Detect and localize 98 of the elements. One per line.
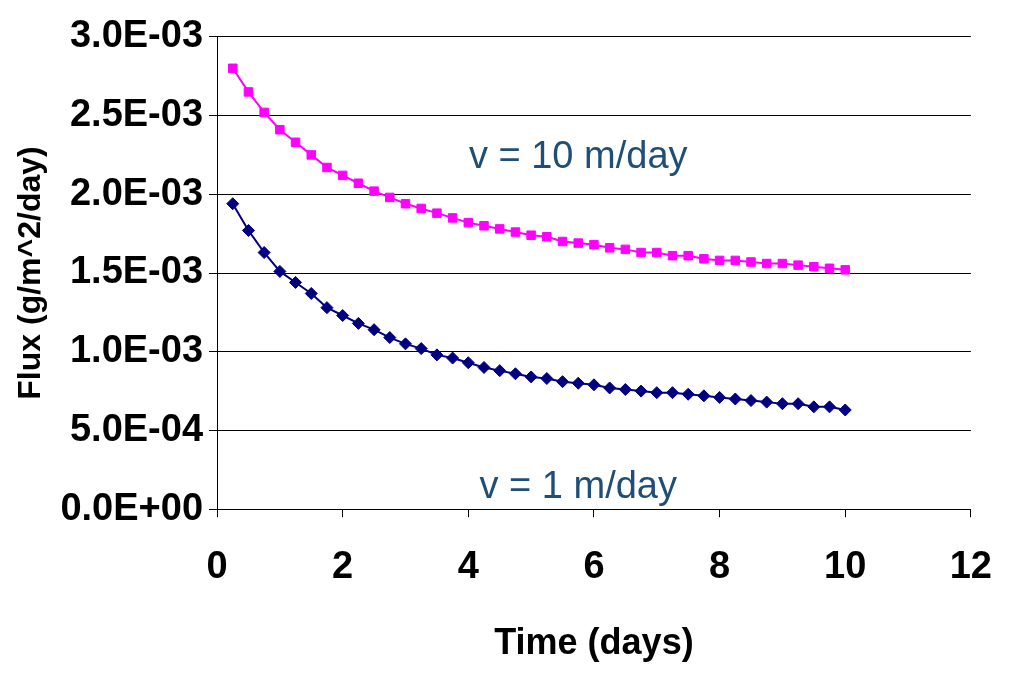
x-tick-label: 6	[583, 544, 605, 587]
point	[587, 378, 601, 392]
point	[385, 192, 395, 203]
point	[494, 224, 505, 234]
point	[226, 197, 240, 211]
point	[306, 150, 316, 160]
point	[259, 107, 269, 118]
point	[243, 87, 254, 97]
point	[463, 217, 474, 228]
point	[556, 375, 570, 389]
point	[809, 261, 819, 272]
point	[275, 124, 285, 135]
point	[667, 250, 678, 261]
point	[620, 244, 631, 255]
point	[320, 301, 334, 315]
y-tick-label: 3.0E-03	[69, 13, 204, 56]
point	[447, 213, 458, 223]
point	[477, 360, 491, 374]
point	[775, 397, 789, 411]
y-tick-label: 1.0E-03	[69, 328, 204, 371]
point	[257, 246, 271, 260]
point	[730, 255, 741, 266]
y-axis-title: Flux (g/m^2/day)	[11, 146, 48, 400]
point	[573, 238, 583, 248]
point	[636, 247, 646, 258]
x-tick-label: 10	[824, 544, 867, 587]
point	[744, 394, 758, 408]
point	[398, 337, 412, 351]
point	[681, 387, 695, 401]
point	[416, 203, 426, 214]
y-tick-label: 0.0E+00	[60, 485, 204, 528]
point	[430, 348, 444, 362]
point	[713, 390, 727, 404]
point	[353, 178, 364, 188]
point	[383, 331, 397, 345]
point	[761, 258, 772, 269]
point	[369, 186, 379, 196]
point	[665, 386, 679, 400]
point	[840, 265, 850, 275]
point	[526, 230, 536, 240]
point	[777, 258, 788, 269]
point	[838, 403, 852, 417]
point	[400, 198, 411, 209]
point	[807, 400, 821, 414]
point	[542, 232, 552, 242]
point	[289, 275, 303, 289]
point	[304, 286, 318, 300]
point	[336, 309, 350, 323]
point	[571, 376, 585, 390]
point	[290, 137, 301, 148]
point	[241, 223, 255, 237]
point	[351, 316, 365, 330]
point	[337, 170, 348, 181]
point	[367, 323, 381, 337]
point	[557, 236, 568, 247]
point	[461, 356, 475, 370]
point	[273, 264, 287, 278]
point	[604, 243, 615, 253]
point	[322, 162, 332, 173]
point	[824, 263, 835, 274]
point	[432, 208, 442, 218]
point	[510, 227, 521, 237]
series-label: v = 10 m/day	[468, 134, 688, 177]
x-tick-label: 0	[206, 544, 228, 587]
point	[589, 239, 599, 250]
y-tick-label: 2.5E-03	[69, 92, 204, 135]
x-tick-label: 12	[949, 544, 993, 587]
point	[493, 364, 507, 378]
point	[479, 221, 489, 231]
x-tick-label: 8	[709, 544, 731, 587]
x-axis-title: Time (days)	[494, 621, 694, 663]
point	[746, 257, 756, 267]
point	[791, 397, 805, 411]
point	[714, 255, 725, 266]
point	[618, 383, 632, 397]
y-tick-label: 1.5E-03	[69, 249, 204, 292]
point	[540, 372, 554, 385]
x-tick-label: 4	[457, 544, 479, 587]
point	[760, 395, 774, 409]
point	[524, 370, 538, 384]
point	[414, 342, 428, 356]
y-tick-label: 5.0E-04	[69, 406, 204, 449]
point	[652, 247, 662, 258]
point	[697, 389, 711, 403]
point	[823, 400, 837, 414]
point	[728, 392, 742, 406]
point	[683, 250, 693, 261]
x-tick-label: 2	[332, 544, 354, 587]
y-tick-label: 2.0E-03	[69, 170, 204, 213]
series-label: v = 1 m/day	[479, 464, 677, 507]
point	[793, 260, 803, 270]
point	[603, 381, 617, 395]
point	[650, 386, 664, 400]
point	[227, 63, 238, 74]
point	[508, 367, 522, 381]
point	[446, 351, 460, 365]
point	[699, 254, 709, 264]
point	[634, 384, 648, 398]
